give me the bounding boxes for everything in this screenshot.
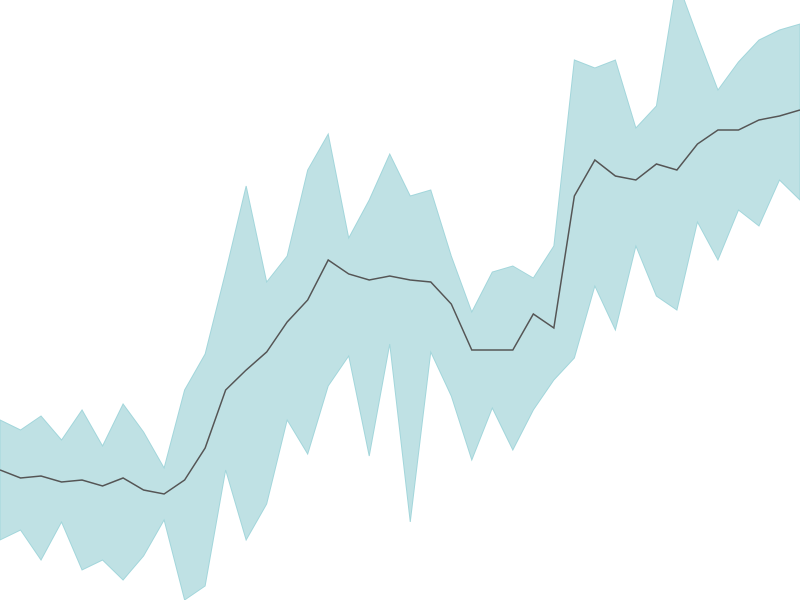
chart-svg <box>0 0 800 600</box>
confidence-band-chart <box>0 0 800 600</box>
